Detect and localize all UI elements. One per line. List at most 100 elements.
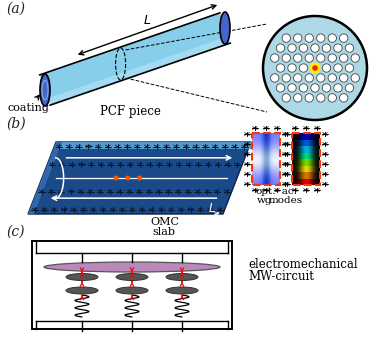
Bar bbox=[311, 133, 312, 185]
Text: - ac.: - ac. bbox=[275, 187, 297, 196]
Circle shape bbox=[328, 34, 337, 42]
Circle shape bbox=[334, 64, 342, 72]
Bar bbox=[260, 133, 261, 185]
Bar bbox=[268, 133, 269, 185]
Bar bbox=[252, 156, 280, 157]
Text: PCF piece: PCF piece bbox=[99, 105, 160, 118]
Polygon shape bbox=[28, 142, 62, 214]
Bar bbox=[252, 168, 280, 169]
Bar bbox=[292, 133, 320, 185]
Bar bbox=[252, 161, 280, 162]
Bar bbox=[270, 133, 271, 185]
Bar bbox=[301, 133, 302, 185]
Circle shape bbox=[345, 84, 354, 92]
Circle shape bbox=[340, 54, 348, 62]
Bar bbox=[292, 172, 320, 178]
Bar bbox=[252, 178, 280, 179]
Bar bbox=[252, 138, 280, 139]
Bar bbox=[292, 133, 320, 140]
Bar bbox=[259, 133, 260, 185]
Bar bbox=[276, 133, 277, 185]
Bar bbox=[252, 149, 280, 150]
Bar bbox=[292, 133, 293, 185]
Circle shape bbox=[282, 74, 291, 82]
Bar bbox=[317, 133, 318, 185]
Circle shape bbox=[310, 63, 321, 73]
Bar bbox=[252, 147, 280, 148]
Bar bbox=[252, 136, 280, 137]
Circle shape bbox=[317, 74, 325, 82]
Ellipse shape bbox=[44, 262, 220, 272]
Bar bbox=[252, 175, 280, 176]
Circle shape bbox=[340, 94, 348, 102]
Circle shape bbox=[282, 94, 291, 102]
Bar bbox=[258, 133, 259, 185]
Bar bbox=[252, 133, 253, 185]
Bar bbox=[252, 142, 280, 143]
Bar bbox=[252, 134, 280, 135]
Bar bbox=[267, 133, 268, 185]
Ellipse shape bbox=[116, 287, 148, 294]
Circle shape bbox=[351, 74, 360, 82]
Bar bbox=[252, 162, 280, 163]
Ellipse shape bbox=[220, 12, 230, 44]
Bar bbox=[252, 152, 280, 153]
Circle shape bbox=[305, 94, 314, 102]
Bar bbox=[308, 133, 309, 185]
Bar bbox=[252, 157, 280, 158]
Bar bbox=[278, 133, 279, 185]
Bar bbox=[252, 144, 280, 145]
Circle shape bbox=[322, 44, 331, 52]
Bar bbox=[252, 176, 280, 177]
Bar bbox=[252, 155, 280, 156]
Bar bbox=[314, 133, 315, 185]
Bar bbox=[300, 133, 301, 185]
Bar bbox=[252, 148, 280, 149]
Bar bbox=[256, 133, 257, 185]
Circle shape bbox=[305, 74, 314, 82]
Circle shape bbox=[288, 84, 296, 92]
Bar bbox=[253, 133, 254, 185]
Polygon shape bbox=[56, 142, 251, 149]
Circle shape bbox=[328, 54, 337, 62]
Bar bbox=[265, 133, 266, 185]
Bar bbox=[292, 146, 320, 152]
Bar bbox=[252, 169, 280, 170]
Circle shape bbox=[351, 54, 360, 62]
Text: wg.: wg. bbox=[257, 196, 275, 205]
Circle shape bbox=[334, 84, 342, 92]
Bar bbox=[252, 177, 280, 178]
Bar bbox=[292, 152, 320, 159]
Circle shape bbox=[299, 44, 308, 52]
Bar bbox=[252, 166, 280, 167]
Bar bbox=[252, 173, 280, 174]
Bar bbox=[252, 160, 280, 161]
Bar bbox=[279, 133, 280, 185]
Bar bbox=[292, 133, 320, 185]
Bar bbox=[252, 151, 280, 152]
Polygon shape bbox=[48, 36, 230, 105]
Circle shape bbox=[317, 54, 325, 62]
Circle shape bbox=[334, 44, 342, 52]
Text: electromechanical: electromechanical bbox=[248, 258, 358, 271]
Circle shape bbox=[137, 175, 142, 180]
Circle shape bbox=[340, 74, 348, 82]
Bar bbox=[315, 133, 316, 185]
Bar bbox=[252, 182, 280, 183]
Bar bbox=[304, 133, 305, 185]
Circle shape bbox=[294, 54, 302, 62]
Bar bbox=[307, 133, 308, 185]
Bar bbox=[32, 241, 232, 329]
Bar bbox=[303, 133, 304, 185]
Circle shape bbox=[311, 84, 319, 92]
Text: OMC: OMC bbox=[150, 217, 179, 227]
Circle shape bbox=[276, 44, 285, 52]
Text: (c): (c) bbox=[6, 225, 25, 239]
Bar bbox=[252, 154, 280, 155]
Bar bbox=[306, 133, 307, 185]
Circle shape bbox=[345, 64, 354, 72]
Text: opt.: opt. bbox=[256, 187, 276, 196]
Bar bbox=[252, 164, 280, 165]
Bar bbox=[292, 159, 320, 166]
Circle shape bbox=[322, 84, 331, 92]
